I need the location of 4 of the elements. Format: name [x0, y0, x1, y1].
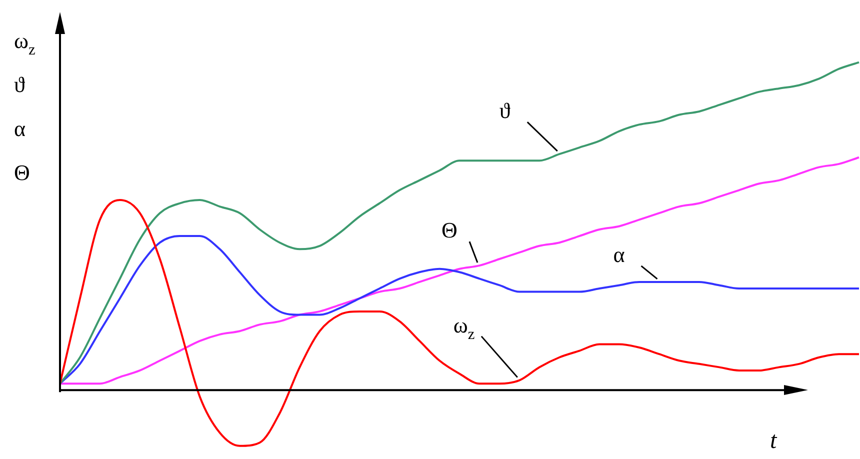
x-axis-title: t — [770, 428, 778, 454]
series-label: ϑ — [499, 98, 510, 124]
series-label: α — [613, 242, 626, 267]
series-label: Θ — [441, 218, 458, 243]
